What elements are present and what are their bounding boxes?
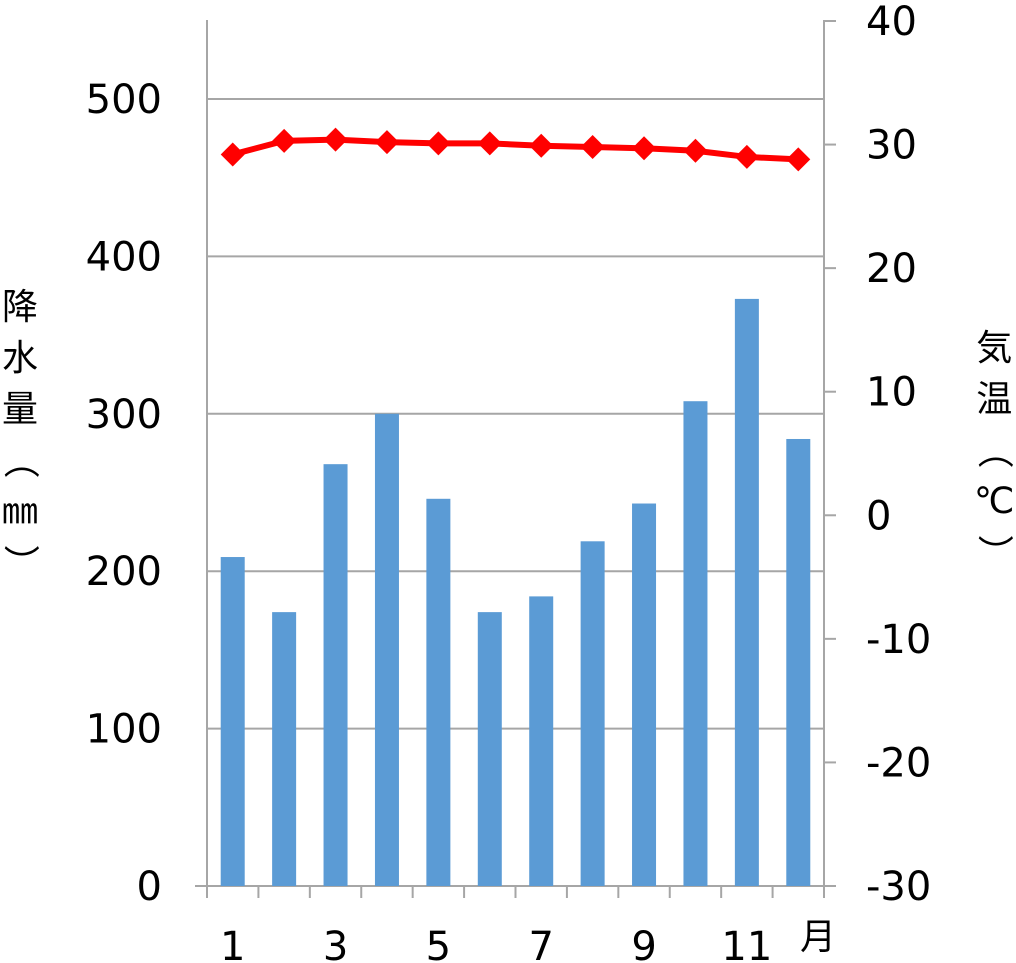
temperature-marker-month-6 <box>477 131 502 156</box>
bar-month-9 <box>632 503 657 886</box>
right-tick-label: -30 <box>866 864 931 910</box>
temperature-marker-month-1 <box>220 142 245 167</box>
temperature-marker-month-2 <box>272 128 297 153</box>
right-tick-label: 30 <box>866 123 917 169</box>
x-axis-label: 月 <box>800 917 837 958</box>
bar-month-10 <box>683 401 708 886</box>
temperature-line <box>231 136 799 163</box>
x-tick-label: 1 <box>220 924 245 963</box>
left-tick-label: 100 <box>86 707 162 753</box>
bar-month-11 <box>734 298 759 886</box>
bar-month-6 <box>477 612 502 886</box>
left-char: ） <box>0 544 41 581</box>
right-axis-label: 気温 （ ℃ ） <box>974 323 1015 578</box>
temperature-marker-month-12 <box>786 147 811 172</box>
right-char: 温 <box>976 379 1013 420</box>
x-tick-label: 3 <box>323 924 348 963</box>
left-tick-label: 500 <box>86 77 162 123</box>
temperature-marker-month-10 <box>683 138 708 163</box>
x-tick-label: 5 <box>426 924 451 963</box>
right-tick-label: 10 <box>866 370 917 416</box>
right-char: ） <box>973 534 1015 571</box>
right-tick-label: 0 <box>866 493 891 539</box>
bar-month-12 <box>786 438 811 886</box>
right-tick-label: 40 <box>866 0 917 45</box>
bar-month-5 <box>426 498 451 886</box>
right-tick-label: -10 <box>866 617 931 663</box>
right-char: 気 <box>976 328 1013 369</box>
left-axis-label: 降水量 （ ㎜ ） <box>0 282 41 588</box>
temperature-marker-month-5 <box>426 131 451 156</box>
bar-month-8 <box>580 541 605 886</box>
bar-month-4 <box>374 413 399 886</box>
bar-month-2 <box>272 612 297 886</box>
bar-month-7 <box>529 596 554 886</box>
temperature-marker-month-9 <box>632 136 657 161</box>
left-tick-label: 0 <box>137 864 162 910</box>
temperature-marker-month-7 <box>529 133 554 158</box>
left-tick-label: 300 <box>86 392 162 438</box>
right-char: ℃ <box>974 481 1015 522</box>
right-tick-label: -20 <box>866 740 931 786</box>
temperature-marker-month-8 <box>580 135 605 160</box>
left-char: ㎜ <box>2 491 39 532</box>
right-char: （ <box>973 432 1015 469</box>
left-char: 降 <box>2 287 39 328</box>
x-tick-label: 11 <box>721 924 772 963</box>
x-tick-label: 9 <box>631 924 656 963</box>
left-tick-label: 400 <box>86 234 162 280</box>
right-tick-label: 20 <box>866 246 917 292</box>
temperature-marker-month-3 <box>323 127 348 152</box>
left-char: （ <box>0 442 41 479</box>
temperature-marker-month-11 <box>734 144 759 169</box>
temperature-marker-month-4 <box>374 130 399 155</box>
left-char: 量 <box>2 389 39 430</box>
bar-month-1 <box>220 557 245 886</box>
left-char: 水 <box>2 338 39 379</box>
bar-month-3 <box>323 464 348 886</box>
x-tick-label: 7 <box>528 924 553 963</box>
left-tick-label: 200 <box>86 549 162 595</box>
